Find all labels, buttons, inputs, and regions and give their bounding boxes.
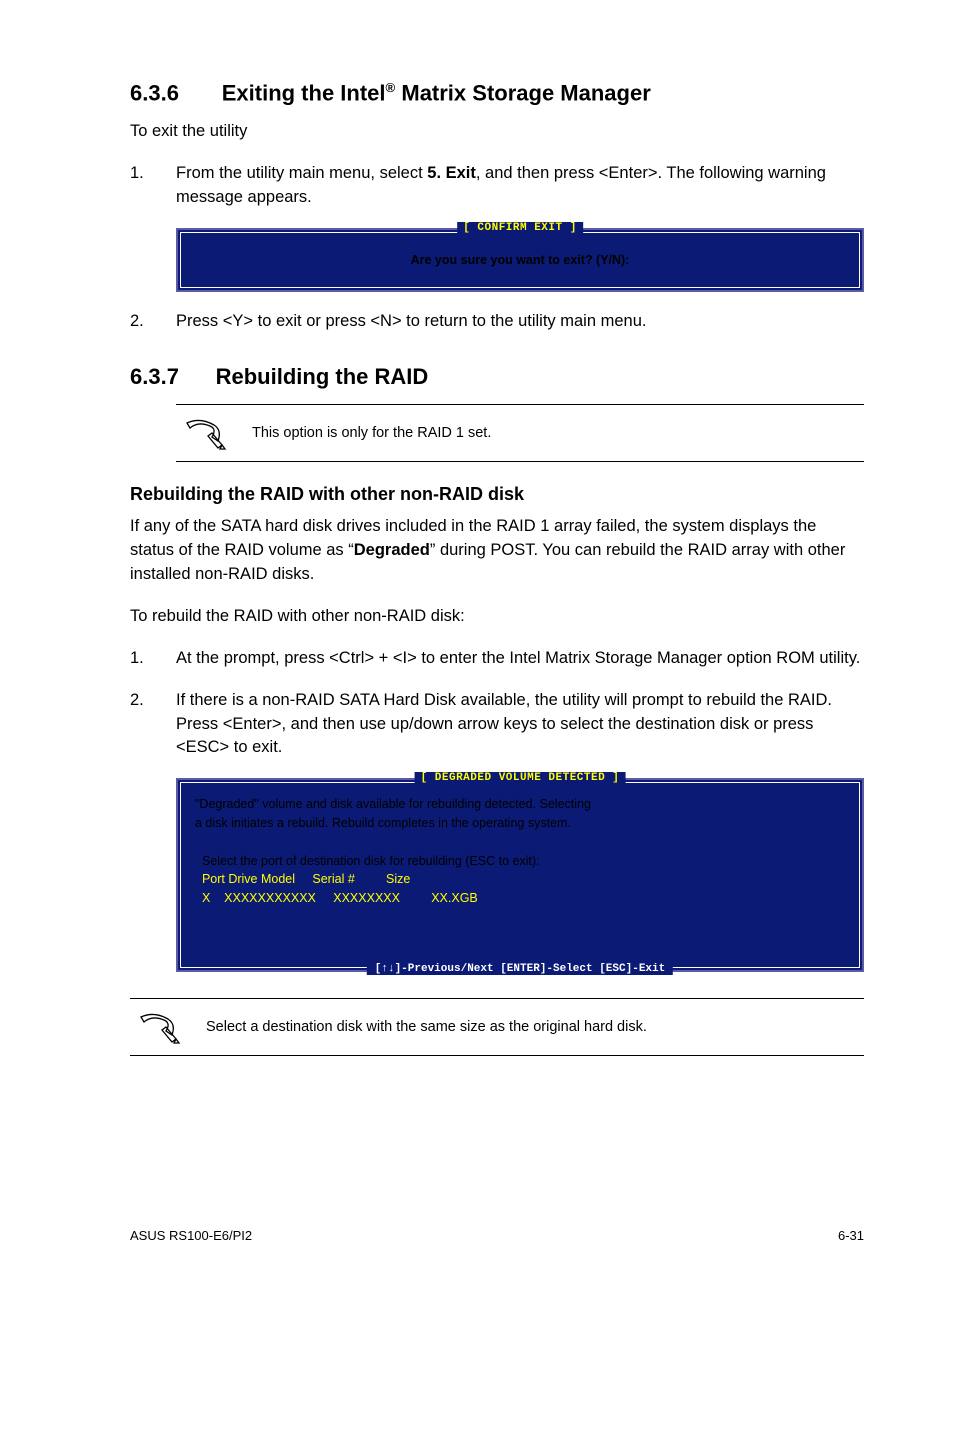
terminal-line: Select the port of destination disk for … (195, 854, 540, 868)
step-1: 1. From the utility main menu, select 5.… (130, 162, 864, 210)
registered-mark: ® (386, 80, 396, 95)
text-segment: From the utility main menu, select (176, 164, 427, 182)
terminal-line: "Degraded" volume and disk available for… (195, 797, 591, 811)
terminal-degraded-volume: [ DEGRADED VOLUME DETECTED ] "Degraded" … (176, 778, 864, 972)
heading-number: 6.3.7 (130, 364, 179, 389)
terminal-confirm-exit: [ CONFIRM EXIT ] Are you sure you want t… (176, 228, 864, 292)
steps-list-636: 1. From the utility main menu, select 5.… (130, 162, 864, 210)
heading-text-suffix: Matrix Storage Manager (395, 80, 651, 105)
terminal-title: [ CONFIRM EXIT ] (457, 222, 583, 234)
footer-right: 6-31 (838, 1228, 864, 1243)
terminal-line: a disk initiates a rebuild. Rebuild comp… (195, 816, 571, 830)
step-number: 1. (130, 647, 176, 671)
terminal-body-text: Are you sure you want to exit? (Y/N): (197, 247, 843, 273)
terminal-footer: [↑↓]-Previous/Next [ENTER]-Select [ESC]-… (367, 963, 673, 975)
note-text: Select a destination disk with the same … (206, 1017, 647, 1037)
intro-text: To exit the utility (130, 120, 864, 144)
pencil-icon (182, 415, 228, 451)
page-footer: ASUS RS100-E6/PI2 6-31 (0, 1228, 954, 1273)
paragraph-1: If any of the SATA hard disk drives incl… (130, 515, 864, 587)
step-1: 1. At the prompt, press <Ctrl> + <I> to … (130, 647, 864, 671)
bold-text: 5. Exit (427, 164, 476, 182)
paragraph-2: To rebuild the RAID with other non-RAID … (130, 605, 864, 629)
step-number: 2. (130, 689, 176, 761)
page-content: 6.3.6 Exiting the Intel® Matrix Storage … (0, 0, 954, 1118)
step-2: 2. If there is a non-RAID SATA Hard Disk… (130, 689, 864, 761)
note-text: This option is only for the RAID 1 set. (252, 423, 491, 443)
note-box-1: This option is only for the RAID 1 set. (176, 404, 864, 462)
bold-text: Degraded (354, 541, 430, 559)
footer-left: ASUS RS100-E6/PI2 (130, 1228, 252, 1243)
step-text: At the prompt, press <Ctrl> + <I> to ent… (176, 647, 860, 671)
step-text: If there is a non-RAID SATA Hard Disk av… (176, 689, 864, 761)
step-number: 2. (130, 310, 176, 334)
section-heading-636: 6.3.6 Exiting the Intel® Matrix Storage … (130, 80, 864, 106)
steps-list-637: 1. At the prompt, press <Ctrl> + <I> to … (130, 647, 864, 761)
step-text: From the utility main menu, select 5. Ex… (176, 162, 864, 210)
step-text: Press <Y> to exit or press <N> to return… (176, 310, 646, 334)
heading-number: 6.3.6 (130, 80, 179, 105)
pencil-icon (136, 1009, 182, 1045)
terminal-title: [ DEGRADED VOLUME DETECTED ] (415, 772, 626, 784)
terminal-line-header: Port Drive Model Serial # Size (195, 872, 410, 886)
subheading-rebuilding: Rebuilding the RAID with other non-RAID … (130, 484, 864, 505)
terminal-body: "Degraded" volume and disk available for… (195, 795, 845, 945)
heading-text: Rebuilding the RAID (216, 364, 429, 389)
steps-list-636-cont: 2. Press <Y> to exit or press <N> to ret… (130, 310, 864, 334)
heading-text: Exiting the Intel (222, 80, 386, 105)
terminal-line-data: X XXXXXXXXXXX XXXXXXXX XX.XGB (195, 891, 478, 905)
step-number: 1. (130, 162, 176, 210)
section-heading-637: 6.3.7 Rebuilding the RAID (130, 364, 864, 390)
step-2: 2. Press <Y> to exit or press <N> to ret… (130, 310, 864, 334)
note-box-2: Select a destination disk with the same … (130, 998, 864, 1056)
